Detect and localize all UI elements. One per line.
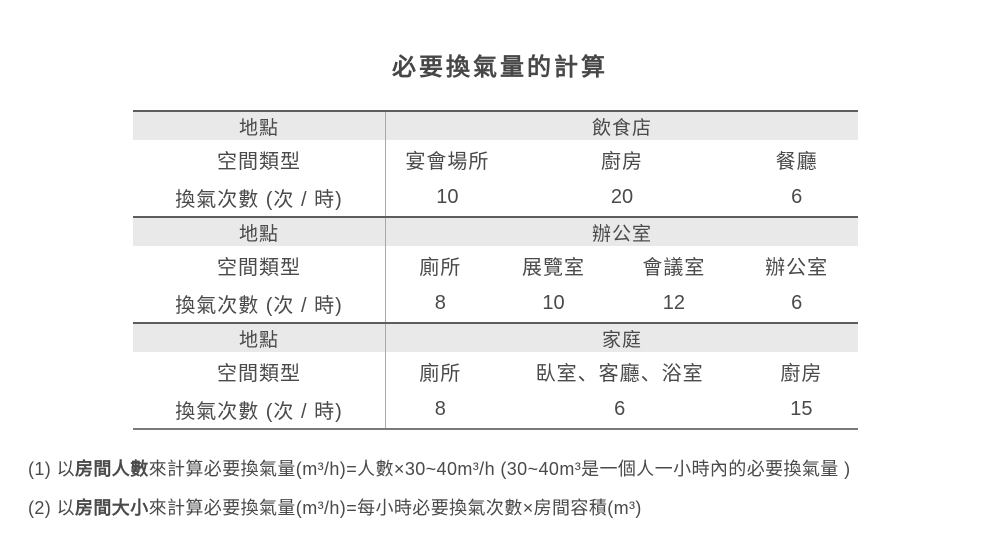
- location-header-cell: 地點: [133, 218, 386, 246]
- space-type-columns: 廁所 展覽室 會議室 辦公室: [386, 246, 858, 284]
- page-title: 必要換氣量的計算: [392, 54, 608, 81]
- space-type-cell: 會議室: [642, 256, 706, 279]
- space-type-columns: 廁所 臥室、客廳、浴室 廚房: [386, 352, 858, 390]
- space-type-header-cell: 空間類型: [133, 352, 386, 390]
- space-type-columns: 宴會場所 廚房 餐廳: [386, 140, 858, 178]
- footnote-2: (2) 以房間大小來計算必要換氣量(m³/h)=每小時必要換氣次數×房間容積(m…: [28, 489, 851, 528]
- ach-value-cell: 6: [614, 397, 626, 420]
- space-type-row: 空間類型 廁所 臥室、客廳、浴室 廚房: [133, 352, 858, 390]
- ventilation-table: 地點 飲食店 空間類型 宴會場所 廚房 餐廳 換氣次數 (次 / 時) 10 20 6 地點 辦公室空…: [133, 110, 858, 430]
- location-header-cell: 地點: [133, 112, 386, 140]
- ach-value-cell: 12: [662, 291, 686, 314]
- footnote-1: (1) 以房間人數來計算必要換氣量(m³/h)=人數×30~40m³/h (30…: [28, 450, 851, 489]
- ach-row: 換氣次數 (次 / 時) 8 6 15: [133, 390, 858, 428]
- space-type-cell: 辦公室: [765, 256, 829, 279]
- ach-header-cell: 換氣次數 (次 / 時): [133, 390, 386, 428]
- table-section-2: 地點 辦公室 空間類型 廁所 展覽室 會議室 辦公室 換氣次數 (次 / 時) 8 10 12 6: [133, 216, 858, 322]
- footnote-text: (1) 以: [28, 459, 75, 479]
- ach-row: 換氣次數 (次 / 時) 8 10 12 6: [133, 284, 858, 322]
- footnote-text: 來計算必要換氣量(m³/h)=每小時必要換氣次數×房間容積(m³): [148, 498, 642, 518]
- space-type-cell: 展覽室: [522, 256, 586, 279]
- ach-value-cell: 20: [610, 185, 634, 208]
- ach-row: 換氣次數 (次 / 時) 10 20 6: [133, 178, 858, 216]
- ach-value-cell: 10: [436, 185, 459, 208]
- ach-value-cell: 15: [790, 397, 813, 420]
- space-type-header-cell: 空間類型: [133, 246, 386, 284]
- footnote-text: 來計算必要換氣量(m³/h)=人數×30~40m³/h (30~40m³是一個人…: [148, 459, 851, 479]
- location-value-cell: 家庭: [601, 329, 642, 351]
- ach-columns: 8 6 15: [386, 390, 858, 428]
- footnote-text: (2) 以: [28, 498, 75, 518]
- table-section-1: 地點 飲食店空間類型 宴會場所 廚房 餐廳換氣次數 (次 / 時) 10 20 6: [133, 110, 858, 216]
- space-type-cell: 廚房: [780, 362, 823, 385]
- space-type-row: 空間類型 廁所 展覽室 會議室 辦公室: [133, 246, 858, 284]
- location-row: 地點 飲食店: [133, 112, 858, 140]
- ach-value-cell: 6: [791, 185, 803, 208]
- space-type-cell: 宴會場所: [405, 150, 490, 173]
- ach-value-cell: 6: [791, 291, 803, 314]
- space-type-cell: 廁所: [419, 362, 462, 385]
- location-row: 地點 家庭: [133, 324, 858, 352]
- ach-header-cell: 換氣次數 (次 / 時): [133, 178, 386, 216]
- location-value-cell: 辦公室: [591, 223, 652, 245]
- space-type-row: 空間類型 宴會場所 廚房 餐廳: [133, 140, 858, 178]
- footnotes: (1) 以房間人數來計算必要換氣量(m³/h)=人數×30~40m³/h (30…: [28, 450, 851, 528]
- location-header-cell: 地點: [133, 324, 386, 352]
- space-type-header-cell: 空間類型: [133, 140, 386, 178]
- ach-columns: 8 10 12 6: [386, 284, 858, 322]
- ach-value-cell: 8: [434, 291, 446, 314]
- space-type-cell: 廚房: [600, 150, 643, 173]
- space-type-cell: 廁所: [419, 256, 462, 279]
- ach-value-cell: 8: [434, 397, 446, 420]
- ach-header-cell: 換氣次數 (次 / 時): [133, 284, 386, 322]
- ach-value-cell: 10: [542, 291, 565, 314]
- ach-columns: 10 20 6: [386, 178, 858, 216]
- table-section-3: 地點 家庭空間類型 廁所 臥室、客廳、浴室 廚房換氣次數 (次 / 時) 8 6 15: [133, 322, 858, 428]
- footnote-bold-text: 房間人數: [75, 459, 149, 479]
- location-value-cell: 飲食店: [591, 117, 652, 139]
- footnote-bold-text: 房間大小: [75, 498, 149, 518]
- space-type-cell: 餐廳: [775, 150, 818, 173]
- space-type-cell: 臥室、客廳、浴室: [535, 362, 704, 385]
- location-row: 地點 辦公室: [133, 218, 858, 246]
